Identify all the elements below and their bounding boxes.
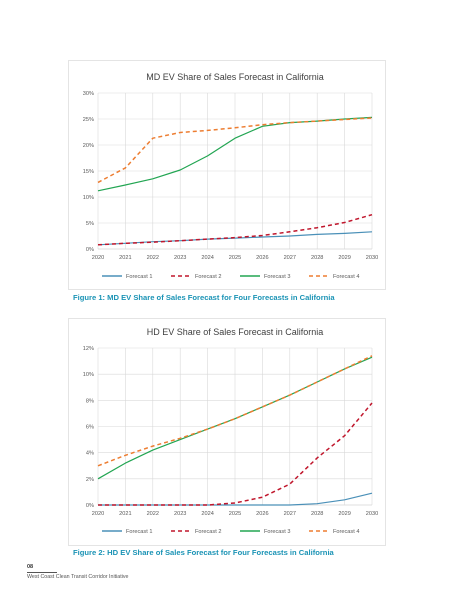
y-tick-label: 4% xyxy=(86,451,94,457)
y-tick-label: 0% xyxy=(86,503,94,509)
series-line-2 xyxy=(98,402,373,506)
y-tick-label: 6% xyxy=(86,425,94,431)
organization-name: West Coast Clean Transit Corridor Initia… xyxy=(27,574,129,580)
legend-label-2: Forecast 2 xyxy=(195,274,221,280)
series-line-4 xyxy=(97,117,373,184)
x-tick-label: 2020 xyxy=(92,255,104,261)
x-tick-label: 2027 xyxy=(284,511,296,517)
figure-2-caption: Figure 2: HD EV Share of Sales Forecast … xyxy=(73,548,334,557)
hd-ev-chart: HD EV Share of Sales Forecast in Califor… xyxy=(68,318,386,546)
y-tick-label: 30% xyxy=(83,91,94,97)
chart-title: MD EV Share of Sales Forecast in Califor… xyxy=(146,72,324,82)
x-tick-label: 2026 xyxy=(256,255,268,261)
legend-label-3: Forecast 3 xyxy=(264,529,290,535)
x-tick-label: 2023 xyxy=(174,511,186,517)
x-tick-label: 2029 xyxy=(338,255,350,261)
x-tick-label: 2027 xyxy=(284,255,296,261)
legend-label-4: Forecast 4 xyxy=(333,529,359,535)
y-tick-label: 12% xyxy=(83,346,94,352)
x-tick-label: 2028 xyxy=(311,511,323,517)
y-tick-label: 20% xyxy=(83,143,94,149)
y-tick-label: 5% xyxy=(86,221,94,227)
legend-label-1: Forecast 1 xyxy=(126,274,152,280)
x-tick-label: 2028 xyxy=(311,255,323,261)
y-tick-label: 10% xyxy=(83,372,94,378)
x-tick-label: 2030 xyxy=(366,511,378,517)
x-tick-label: 2026 xyxy=(256,511,268,517)
md-ev-chart-svg: MD EV Share of Sales Forecast in Califor… xyxy=(83,72,378,280)
x-tick-label: 2024 xyxy=(201,511,213,517)
series-line-4 xyxy=(97,355,373,467)
hd-ev-chart-svg: HD EV Share of Sales Forecast in Califor… xyxy=(83,327,378,535)
x-tick-label: 2025 xyxy=(229,255,241,261)
figure-1-caption: Figure 1: MD EV Share of Sales Forecast … xyxy=(73,293,335,302)
series-line-2 xyxy=(97,213,373,246)
y-tick-label: 8% xyxy=(86,398,94,404)
x-tick-label: 2025 xyxy=(229,511,241,517)
x-tick-label: 2022 xyxy=(147,511,159,517)
legend-label-2: Forecast 2 xyxy=(195,529,221,535)
footer-divider xyxy=(27,572,57,573)
y-tick-label: 10% xyxy=(83,195,94,201)
x-tick-label: 2029 xyxy=(338,511,350,517)
legend-label-3: Forecast 3 xyxy=(264,274,290,280)
x-tick-label: 2024 xyxy=(201,255,213,261)
legend-label-1: Forecast 1 xyxy=(126,529,152,535)
legend-label-4: Forecast 4 xyxy=(333,274,359,280)
md-ev-chart: MD EV Share of Sales Forecast in Califor… xyxy=(68,60,386,290)
x-tick-label: 2021 xyxy=(119,511,131,517)
chart-title: HD EV Share of Sales Forecast in Califor… xyxy=(147,327,324,337)
x-tick-label: 2023 xyxy=(174,255,186,261)
y-tick-label: 0% xyxy=(86,247,94,253)
x-tick-label: 2020 xyxy=(92,511,104,517)
x-tick-label: 2030 xyxy=(366,255,378,261)
y-tick-label: 15% xyxy=(83,169,94,175)
y-tick-label: 25% xyxy=(83,117,94,123)
x-tick-label: 2022 xyxy=(147,255,159,261)
page-number: 08 xyxy=(27,564,34,570)
x-tick-label: 2021 xyxy=(119,255,131,261)
y-tick-label: 2% xyxy=(86,477,94,483)
